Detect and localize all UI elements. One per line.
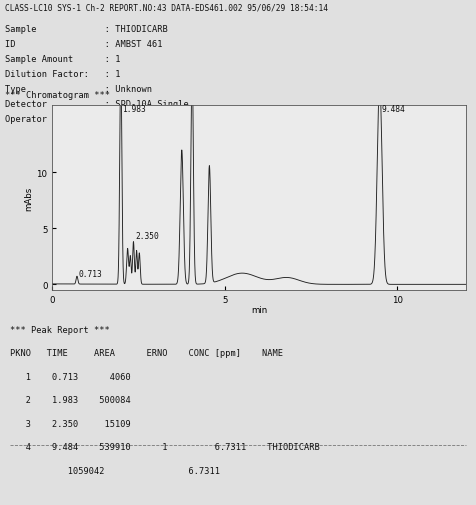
Text: 1.983: 1.983 [122, 105, 146, 114]
Text: 3    2.350     15109: 3 2.350 15109 [10, 419, 130, 428]
X-axis label: min: min [251, 306, 268, 315]
Text: *** Peak Report ***: *** Peak Report *** [10, 325, 109, 334]
Text: 0.713: 0.713 [79, 270, 102, 279]
Text: 1    0.713      4060: 1 0.713 4060 [10, 372, 130, 381]
Text: CLASS-LC10 SYS-1 Ch-2 REPORT.NO:43 DATA-EDS461.002 95/06/29 18:54:14: CLASS-LC10 SYS-1 Ch-2 REPORT.NO:43 DATA-… [5, 3, 328, 12]
Text: 1059042                6.7311: 1059042 6.7311 [10, 466, 219, 475]
Text: Operator           : EIRION: Operator : EIRION [5, 115, 147, 124]
Text: Detector           : SPD-10A Single: Detector : SPD-10A Single [5, 100, 188, 109]
Text: PKNO   TIME     AREA      ERNO    CONC [ppm]    NAME: PKNO TIME AREA ERNO CONC [ppm] NAME [10, 348, 283, 358]
Text: 9.484: 9.484 [381, 105, 405, 114]
Text: 2.350: 2.350 [135, 231, 159, 240]
Y-axis label: mAbs: mAbs [25, 186, 34, 210]
Text: ID                 : AMBST 461: ID : AMBST 461 [5, 40, 162, 49]
Text: 2    1.983    500084: 2 1.983 500084 [10, 395, 130, 405]
Text: 4    9.484    539910      1         6.7311    THIODICARB: 4 9.484 539910 1 6.7311 THIODICARB [10, 442, 319, 451]
Text: Type               : Unknown: Type : Unknown [5, 85, 152, 94]
Text: *** Chromatogram ***: *** Chromatogram *** [5, 90, 110, 99]
Text: Sample             : THIODICARB: Sample : THIODICARB [5, 25, 168, 34]
Text: Sample Amount      : 1: Sample Amount : 1 [5, 55, 120, 64]
Text: Dilution Factor:   : 1: Dilution Factor: : 1 [5, 70, 120, 79]
